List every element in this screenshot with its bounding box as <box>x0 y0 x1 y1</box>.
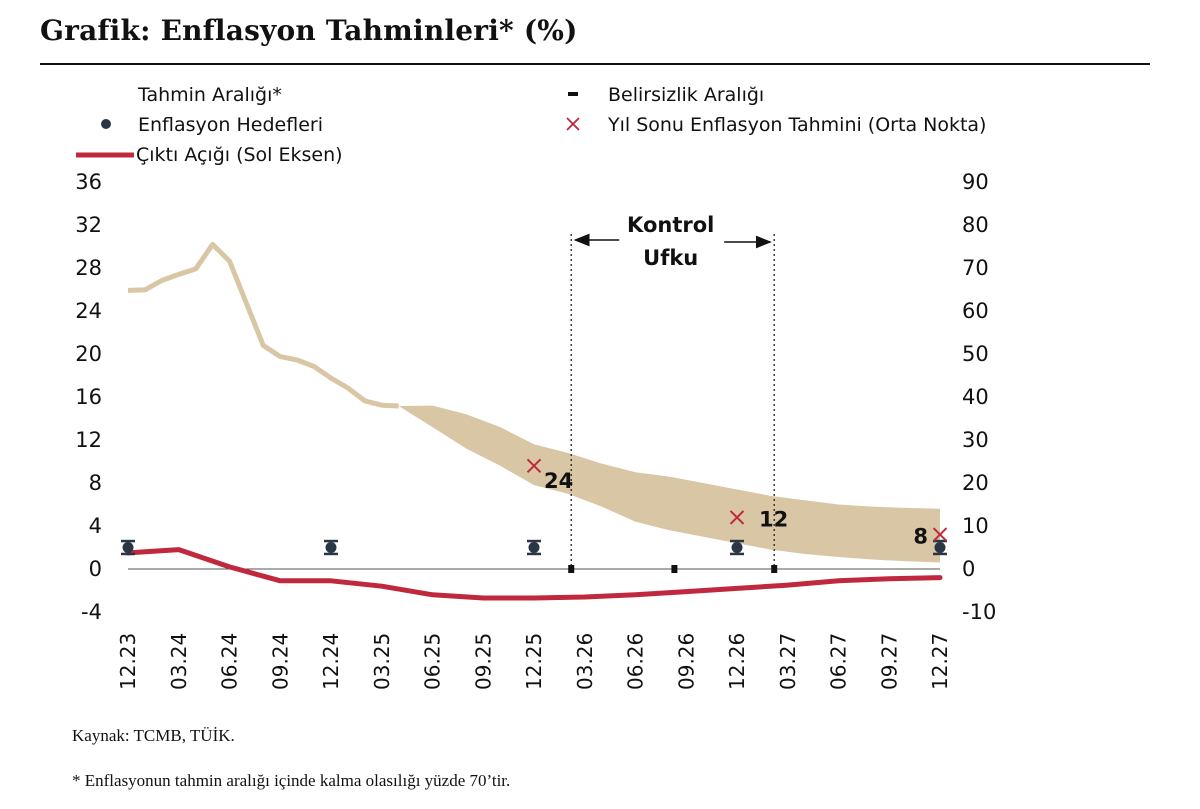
x-axis-tick-label: 06.25 <box>421 633 445 690</box>
right-axis-tick-label: 90 <box>962 170 989 194</box>
right-axis-tick-label: 0 <box>962 557 975 581</box>
left-axis-tick-label: 28 <box>75 256 102 280</box>
year-end-forecast-label: 24 <box>544 469 573 493</box>
legend-label-uncertainty-range: Belirsizlik Aralığı <box>608 84 764 106</box>
x-axis-tick-label: 12.25 <box>522 633 546 690</box>
left-axis-tick-label: 16 <box>75 385 102 409</box>
legend: Tahmin Aralığı* Enflasyon Hedefleri Çıktı … <box>76 84 986 166</box>
actual-inflation-line <box>127 241 399 409</box>
source-note: Kaynak: TCMB, TÜİK. <box>72 726 235 745</box>
x-axis-tick-label: 03.25 <box>370 633 394 690</box>
x-axis-tick-label: 09.27 <box>877 633 901 690</box>
uncertainty-marker <box>568 565 575 573</box>
inflation-target-point <box>528 542 540 553</box>
x-axis-tick-label: 09.25 <box>471 633 495 690</box>
uncertainty-marker <box>671 565 678 573</box>
forecast-fan-layer <box>127 241 940 563</box>
legend-label-output-gap: Çıktı Açığı (Sol Eksen) <box>136 144 343 166</box>
legend-label-forecast-range: Tahmin Aralığı* <box>137 84 282 106</box>
x-axis-tick-label: 09.24 <box>268 633 292 690</box>
year-end-forecast-mark <box>526 458 542 474</box>
left-axis-tick-label: -4 <box>81 600 102 624</box>
series-layer: Kontrol Ufku <box>125 213 943 601</box>
x-axis-tick-label: 06.24 <box>218 633 242 690</box>
right-axis-tick-label: 80 <box>962 213 989 237</box>
forecast-fan-band <box>398 405 940 563</box>
inflation-target-point <box>934 542 946 553</box>
year-end-forecast-mark <box>932 527 948 542</box>
left-axis-tick-label: 4 <box>89 514 102 538</box>
right-axis-tick-label: 60 <box>962 299 989 323</box>
inflation-target-point <box>122 542 134 553</box>
x-axis-tick-label: 06.27 <box>827 633 851 690</box>
x-axis-tick-label: 06.26 <box>624 633 648 690</box>
x-axis-tick-label: 12.23 <box>116 633 140 690</box>
year-end-forecast-label: 8 <box>913 525 928 549</box>
legend-label-year-end-forecast: Yıl Sonu Enflasyon Tahmini (Orta Nokta) <box>607 114 986 136</box>
year-end-forecast-mark <box>729 510 745 525</box>
right-axis-tick-label: 20 <box>962 471 989 495</box>
x-axis-tick-label: 03.27 <box>776 633 800 690</box>
x-axis-tick-label: 12.24 <box>319 633 343 690</box>
right-axis-tick-label: -10 <box>962 600 996 624</box>
title-underline <box>40 63 1150 65</box>
control-horizon-label: Kontrol <box>627 213 714 237</box>
left-axis-tick-label: 0 <box>89 557 102 581</box>
x-axis-tick-label: 12.26 <box>725 633 749 690</box>
legend-label-inflation-targets: Enflasyon Hedefleri <box>138 114 323 136</box>
footnote: * Enflasyonun tahmin aralığı içinde kalm… <box>72 771 511 790</box>
left-axis-tick-label: 8 <box>89 471 102 495</box>
right-axis-tick-label: 50 <box>962 342 989 366</box>
right-axis-tick-label: 10 <box>962 514 989 538</box>
left-axis-tick-label: 32 <box>75 213 102 237</box>
inflation-target-point <box>731 542 743 553</box>
x-axis-tick-label: 03.24 <box>167 633 191 690</box>
right-axis-tick-label: 40 <box>962 385 989 409</box>
right-axis-tick-label: 30 <box>962 428 989 452</box>
right-axis-tick-label: 70 <box>962 256 989 280</box>
x-axis-tick-label: 03.26 <box>573 633 597 690</box>
tick-label-layer: 36322824201612840-49080706050403020100-1… <box>75 170 996 690</box>
inflation-target-point <box>325 542 337 553</box>
left-axis-tick-label: 36 <box>75 170 102 194</box>
x-axis-tick-label: 12.27 <box>928 633 952 690</box>
legend-symbol-uncertainty <box>568 92 578 96</box>
marker-layer: 24 12 8 <box>121 458 948 573</box>
x-axis-tick-label: 09.26 <box>674 633 698 690</box>
output-gap-line <box>125 547 943 601</box>
control-horizon-label: Ufku <box>643 246 698 270</box>
legend-symbol-target <box>101 119 111 129</box>
uncertainty-marker <box>771 565 778 573</box>
chart-title: Grafik: Enflasyon Tahminleri* (%) <box>40 14 578 47</box>
legend-symbol-year-end-forecast <box>566 117 580 131</box>
left-axis-tick-label: 20 <box>75 342 102 366</box>
left-axis-tick-label: 12 <box>75 428 102 452</box>
year-end-forecast-label: 12 <box>759 507 788 531</box>
inflation-forecast-chart: Kontrol Ufku 24 12 8 Tahmin Aralığı* Enflasy… <box>75 84 996 690</box>
left-axis-tick-label: 24 <box>75 299 102 323</box>
